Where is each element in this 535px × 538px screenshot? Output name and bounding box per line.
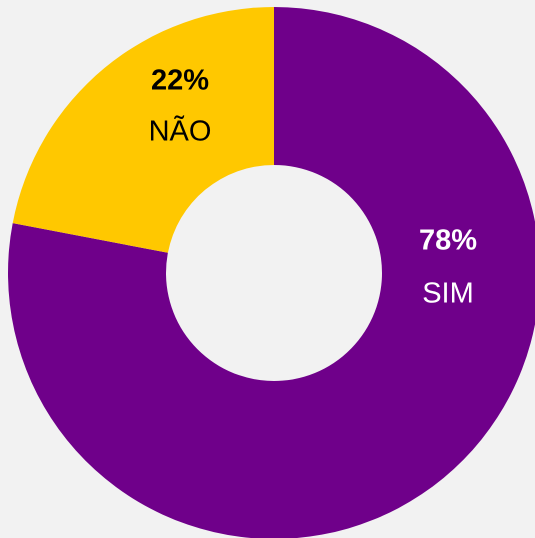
donut-slice [8, 7, 535, 538]
slice-value-label: 78% [419, 225, 477, 257]
slice-category-label: SIM [422, 278, 474, 310]
slice-category-label: NÃO [149, 114, 212, 148]
donut-slice [12, 7, 275, 253]
slice-value-label: 22% [151, 65, 209, 97]
